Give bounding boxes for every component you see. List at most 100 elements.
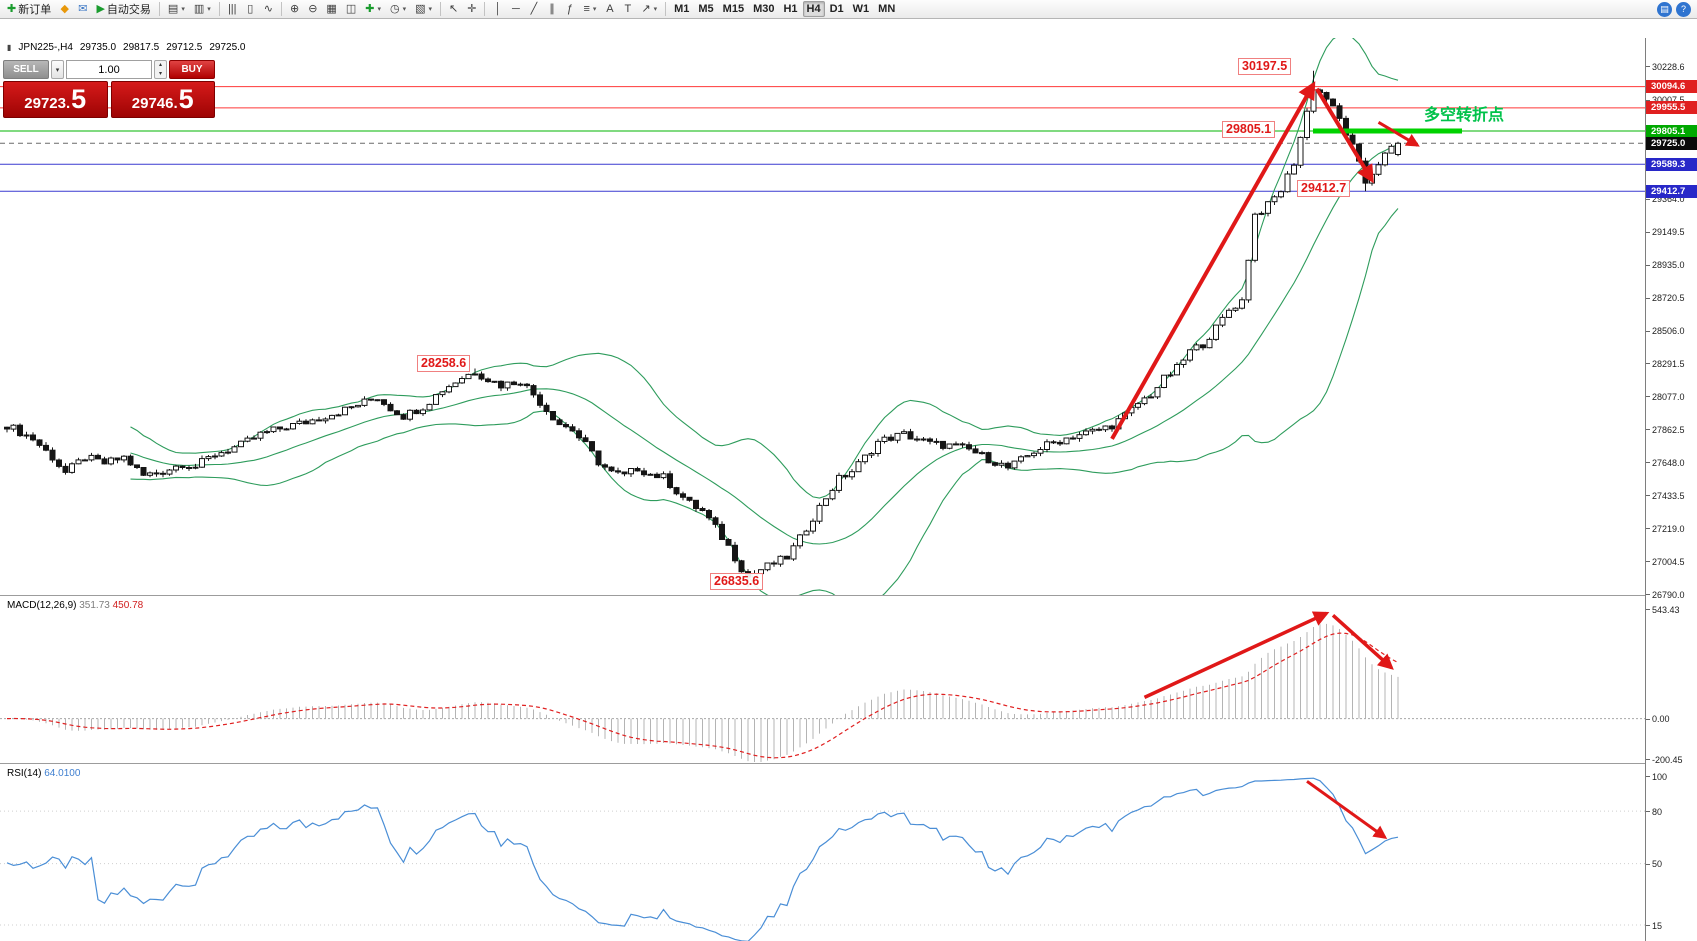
autotrading-button[interactable]: ▶ 自动交易 <box>92 1 154 17</box>
arrows-button[interactable]: ↗ ▾ <box>637 1 661 17</box>
price-level-badge: 29589.3 <box>1646 157 1697 171</box>
messages-button[interactable]: ✉ <box>74 1 91 17</box>
shapes-icon: ≡ <box>583 2 590 15</box>
horizontal-line-icon: ─ <box>512 2 520 15</box>
candle-chart-button[interactable]: ▯ <box>242 1 259 17</box>
tf-h1-button[interactable]: H1 <box>779 1 801 17</box>
channel-button[interactable]: ∥ <box>543 1 560 17</box>
trend-arrow[interactable] <box>1331 613 1394 670</box>
tf-h1-button-label: H1 <box>783 3 798 15</box>
ohlc-close: 29725.0 <box>209 42 246 53</box>
rsi-indicator-label: RSI(14) 64.0100 <box>7 768 80 779</box>
tf-w1-button[interactable]: W1 <box>849 1 874 17</box>
tf-mn-button[interactable]: MN <box>874 1 899 17</box>
dropdown-caret-icon: ▾ <box>181 6 185 13</box>
trend-arrow[interactable] <box>1377 121 1420 147</box>
indicators-button[interactable]: ✚ ▾ <box>361 1 385 17</box>
horizontal-line-button[interactable]: ─ <box>507 1 524 17</box>
order-type-dropdown[interactable]: ▾ <box>51 60 64 79</box>
ohlc-open: 29735.0 <box>79 42 117 53</box>
macd-axis-label-tick <box>1646 759 1650 760</box>
trendline-button[interactable]: ╱ <box>525 1 542 17</box>
tf-h4-button[interactable]: H4 <box>802 1 825 17</box>
line-chart-button[interactable]: ∿ <box>260 1 277 17</box>
rsi-axis-label-tick <box>1646 811 1650 813</box>
chart-window[interactable]: 30228.630007.529793.029578.529364.029149… <box>0 19 1697 941</box>
new-order-button[interactable]: ✚ 新订单 <box>3 1 55 17</box>
crosshair-button[interactable]: ✛ <box>463 1 480 17</box>
buy-button[interactable]: BUY <box>169 60 215 79</box>
periods-button[interactable]: ◷ ▾ <box>386 1 410 17</box>
bollinger-lower-band <box>130 208 1399 595</box>
trend-arrow[interactable] <box>1315 87 1374 184</box>
zoom-in-button[interactable]: ⊕ <box>286 1 303 17</box>
buy-price-button[interactable]: 29746. 5 <box>110 81 215 118</box>
shapes-button[interactable]: ≡ ▾ <box>579 1 600 17</box>
price-level-badge: 30094.6 <box>1646 80 1697 94</box>
s ell-button[interactable]: SELL <box>3 60 49 79</box>
trendline-icon: ╱ <box>530 2 538 15</box>
dropdown-caret-icon: ▾ <box>402 6 407 13</box>
bollinger-upper-band <box>130 38 1399 499</box>
profiles-button[interactable]: ▥ ▾ <box>190 1 215 17</box>
bar-chart-icon: ||| <box>227 2 237 15</box>
tf-m30-button[interactable]: M30 <box>749 1 778 17</box>
rsi-panel-canvas[interactable] <box>0 765 1697 941</box>
price-axis[interactable]: 30228.630007.529793.029578.529364.029149… <box>1645 38 1697 941</box>
dropdown-caret-icon: ▾ <box>592 6 597 13</box>
macd-signal-line <box>6 632 1399 759</box>
price-axis-label-tick <box>1646 528 1650 530</box>
price-axis-label-tick <box>1646 594 1650 595</box>
bar-chart-button[interactable]: ||| <box>224 1 241 17</box>
text-button[interactable]: A <box>601 1 618 17</box>
help-button[interactable]: ? <box>1676 1 1691 17</box>
new-order-button-label: 新订单 <box>18 4 52 16</box>
trend-arrow[interactable] <box>1110 81 1316 440</box>
cursor-button[interactable]: ↖ <box>445 1 462 17</box>
price-axis-label-tick <box>1646 561 1650 563</box>
sell-price-value: 29723. 5 <box>24 84 87 114</box>
tf-m1-button[interactable]: M1 <box>670 1 693 17</box>
tf-h4-button-label: H4 <box>806 3 821 15</box>
tf-m15-button-label: M15 <box>722 3 745 15</box>
main-chart-canvas[interactable] <box>0 38 1697 595</box>
price-axis-label: 27433.5 <box>1652 490 1685 501</box>
toolbar-separator <box>440 2 441 16</box>
price-axis-label-tick <box>1646 330 1650 332</box>
volume-up-icon[interactable]: ▴ <box>158 62 162 69</box>
volume-down-icon[interactable]: ▾ <box>158 70 162 77</box>
price-axis-label: 26790.0 <box>1652 589 1685 600</box>
sell-price-button[interactable]: 29723. 5 <box>3 81 108 118</box>
message-icon: ✉ <box>78 2 88 15</box>
tf-m5-button[interactable]: M5 <box>694 1 717 17</box>
candle-chart-icon: ▯ <box>247 2 254 15</box>
macd-main-value: 351.73 <box>79 600 110 611</box>
price-axis-label-tick <box>1646 99 1650 101</box>
fibonacci-button[interactable]: ƒ <box>561 1 578 17</box>
price-axis-label-tick <box>1646 462 1650 464</box>
macd-axis-label-tick <box>1646 718 1650 720</box>
new-chart-button[interactable]: ▤ ▾ <box>164 1 189 17</box>
tile-windows-button[interactable]: ◫ <box>342 1 360 17</box>
price-axis-label: 29149.5 <box>1652 227 1685 238</box>
volume-input[interactable] <box>66 60 152 79</box>
grid-button[interactable]: ▦ <box>322 1 340 17</box>
label-button[interactable]: T <box>619 1 636 17</box>
zoom-out-button[interactable]: ⊖ <box>304 1 321 17</box>
fibonacci-icon: ƒ <box>566 2 573 15</box>
template-icon: ▧ <box>415 2 426 15</box>
tf-m15-button[interactable]: M15 <box>719 1 748 17</box>
data-window-button[interactable]: ▤ <box>1657 1 1672 17</box>
trend-arrow[interactable] <box>1306 780 1388 839</box>
panel-splitter[interactable] <box>0 763 1697 764</box>
trend-arrow[interactable] <box>1143 611 1330 699</box>
tf-d1-button[interactable]: D1 <box>826 1 848 17</box>
new-order-icon: ✚ <box>7 2 17 15</box>
panel-splitter[interactable] <box>0 595 1697 596</box>
macd-panel-canvas[interactable] <box>0 597 1697 763</box>
vertical-line-button[interactable]: │ <box>489 1 506 17</box>
macd-histogram <box>13 623 1399 762</box>
volume-stepper[interactable]: ▴ ▾ <box>154 60 167 79</box>
mql5-community-button[interactable]: ◆ <box>56 1 73 17</box>
templates-button[interactable]: ▧ ▾ <box>411 1 436 17</box>
